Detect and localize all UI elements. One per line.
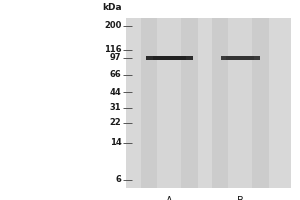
Text: 31: 31 bbox=[110, 103, 122, 112]
Text: 22: 22 bbox=[110, 118, 122, 127]
Text: 200: 200 bbox=[104, 21, 122, 30]
Text: A: A bbox=[166, 196, 173, 200]
Bar bbox=[153, 56, 186, 60]
Text: 116: 116 bbox=[104, 45, 122, 54]
Bar bbox=[201, 18, 208, 188]
Bar bbox=[212, 18, 268, 188]
Text: 6: 6 bbox=[116, 175, 122, 184]
Bar bbox=[146, 56, 193, 60]
Text: 44: 44 bbox=[110, 88, 122, 97]
Text: B: B bbox=[237, 196, 243, 200]
Text: 14: 14 bbox=[110, 138, 122, 147]
Bar bbox=[226, 56, 254, 60]
Bar bbox=[126, 18, 291, 188]
Bar bbox=[220, 56, 260, 60]
Text: kDa: kDa bbox=[102, 3, 122, 12]
Bar bbox=[158, 18, 182, 188]
Text: 97: 97 bbox=[110, 53, 122, 62]
Bar bbox=[141, 18, 198, 188]
Bar bbox=[228, 18, 252, 188]
Text: 66: 66 bbox=[110, 70, 122, 79]
